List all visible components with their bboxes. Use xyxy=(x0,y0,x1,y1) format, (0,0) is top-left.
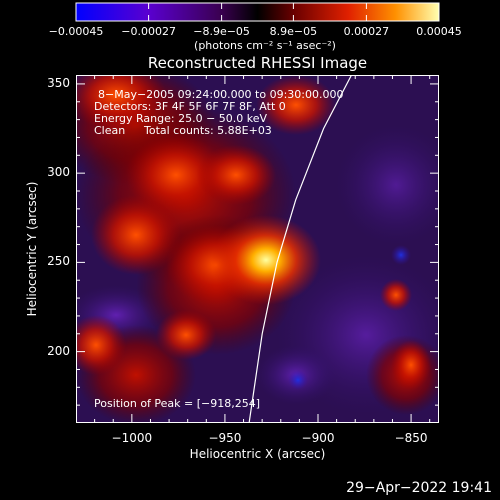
x-tick-label: −1000 xyxy=(92,431,172,445)
colorbar-units: (photons cm⁻² s⁻¹ asec⁻²) xyxy=(180,39,350,52)
x-tick-label: −850 xyxy=(371,431,451,445)
colorbar-gradient xyxy=(76,3,439,21)
x-tick-label: −900 xyxy=(278,431,358,445)
colorbar-tick-label: 8.9e−05 xyxy=(253,25,333,38)
colorbar-tick-label: −8.9e−05 xyxy=(182,25,262,38)
y-tick-label: 200 xyxy=(20,344,70,358)
colorbar-tick-label: −0.00045 xyxy=(36,25,116,38)
chart-title: Reconstructed RHESSI Image xyxy=(76,54,439,72)
x-tick-label: −950 xyxy=(185,431,265,445)
annotation-clean: Clean xyxy=(94,124,125,137)
y-axis-label: Heliocentric Y (arcsec) xyxy=(25,169,39,329)
colorbar-tick-label: −0.00027 xyxy=(109,25,189,38)
colorbar-tick-label: 0.00045 xyxy=(399,25,479,38)
x-axis-label: Heliocentric X (arcsec) xyxy=(76,447,439,461)
colorbar-tick-labels: −0.00045 −0.00027 −8.9e−05 8.9e−05 0.00027 0.… xyxy=(0,25,500,39)
colorbar-tick-label: 0.00027 xyxy=(326,25,406,38)
timestamp: 29−Apr−2022 19:41 xyxy=(346,480,492,496)
annotation-counts: Total counts: 5.88E+03 xyxy=(144,124,272,137)
annotation-peak: Position of Peak = [−918,254] xyxy=(94,397,260,410)
